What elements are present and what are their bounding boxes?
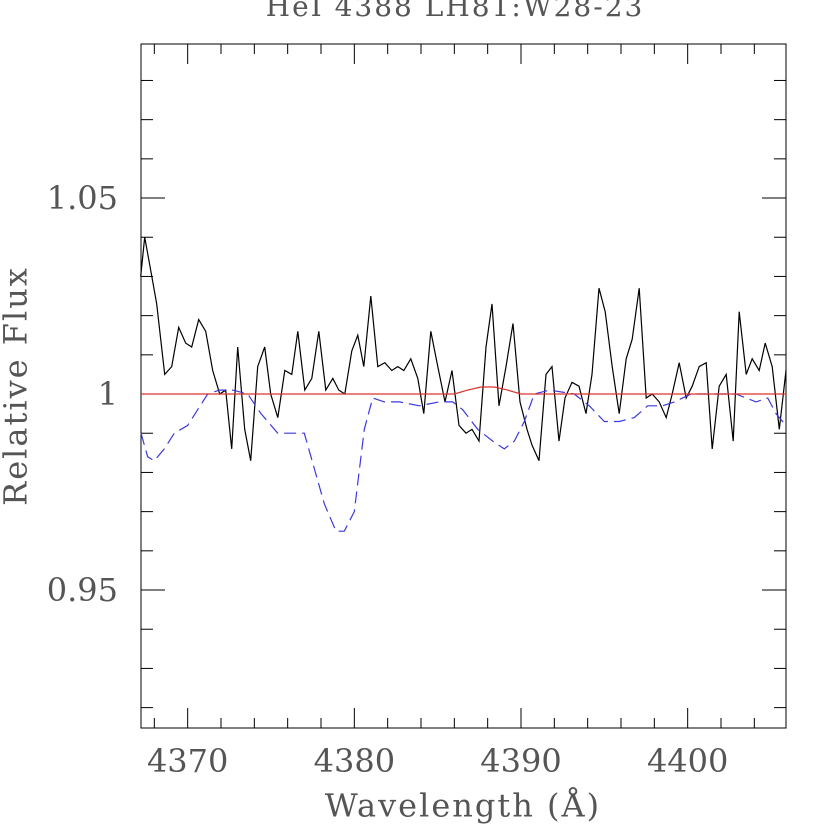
chart-title: HeI 4388 LH81:W28-23 xyxy=(266,0,645,23)
y-tick-label: 0.95 xyxy=(47,571,118,609)
spectrum-line xyxy=(140,237,787,461)
spectrum-line xyxy=(140,389,787,532)
plot-frame xyxy=(140,43,787,729)
x-tick-label: 4370 xyxy=(147,742,228,780)
y-tick-label: 1 xyxy=(98,375,118,413)
spectrum-line xyxy=(141,386,786,395)
y-tick-label: 1.05 xyxy=(47,179,118,217)
x-tick-label: 4390 xyxy=(480,742,561,780)
x-axis-label: Wavelength (Å) xyxy=(325,787,601,825)
x-tick-label: 4400 xyxy=(647,742,728,780)
x-tick-label: 4380 xyxy=(314,742,395,780)
y-axis-label: Relative Flux xyxy=(0,266,35,506)
